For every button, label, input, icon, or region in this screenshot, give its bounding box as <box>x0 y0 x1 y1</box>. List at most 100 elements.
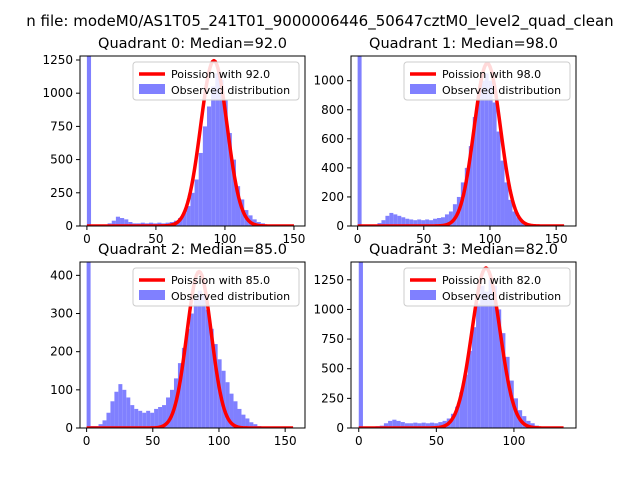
legend-box <box>132 61 300 101</box>
y-tick-label-1: 250 <box>50 186 73 200</box>
hist-bar-6 <box>383 423 389 428</box>
hist-bar-28 <box>197 290 202 428</box>
panel-title: Quadrant 3: Median=82.0 <box>369 242 558 258</box>
hist-bar-16 <box>421 220 426 226</box>
y-tick-label-3: 600 <box>321 132 344 146</box>
hist-bar-26 <box>189 313 194 428</box>
x-tick-label-1: 50 <box>145 434 160 448</box>
legend: Poission with 82.0 Observed distribution <box>403 267 571 307</box>
hist-bar-23 <box>448 211 453 226</box>
hist-bar-25 <box>463 374 468 428</box>
hist-bar-12 <box>405 218 410 226</box>
x-tick-label-3: 150 <box>283 232 306 246</box>
hist-bar-22 <box>444 214 449 226</box>
hist-bar-27 <box>193 298 198 428</box>
y-tick-label-1: 200 <box>321 190 344 204</box>
chart-panel-1: 0 50 100 150 0 200 400 600 800 1000 Quadrant 1: Me… <box>313 36 577 246</box>
hist-bar-40 <box>516 217 521 226</box>
legend-label-line: Poission with 85.0 <box>171 274 270 287</box>
legend-label-hist: Observed distribution <box>171 84 290 97</box>
hist-bar-33 <box>488 80 493 226</box>
hist-bar-13 <box>413 422 418 428</box>
x-tick-label-2: 100 <box>479 232 502 246</box>
hist-bar-8 <box>389 212 394 226</box>
y-tick-label-1: 250 <box>321 391 344 405</box>
hist-bar-12 <box>409 423 414 428</box>
hist-bar-32 <box>219 79 224 226</box>
hist-bar-24 <box>459 392 464 428</box>
hist-bar-21 <box>441 217 445 226</box>
panel-title: Quadrant 1: Median=98.0 <box>369 36 558 52</box>
hist-bar-14 <box>142 412 147 428</box>
hist-bar-30 <box>484 291 489 428</box>
hist-bar-7 <box>388 420 393 428</box>
chart-panel-2: 0 50 100 150 0 100 200 300 400 Quadrant 2: Median… <box>50 242 306 448</box>
hist-bar-18 <box>429 220 434 226</box>
hist-bar-15 <box>417 219 422 226</box>
hist-bar-0 <box>86 56 92 226</box>
hist-bar-9 <box>393 214 398 226</box>
hist-bar-27 <box>198 152 203 226</box>
hist-bar-34 <box>492 102 497 226</box>
hist-bar-26 <box>194 179 199 226</box>
figure-suptitle: n file: modeM0/AS1T05_241T01_9000006446_… <box>26 12 613 31</box>
hist-bar-18 <box>158 407 163 428</box>
legend-hist-swatch <box>410 290 436 300</box>
hist-bar-36 <box>229 393 234 428</box>
hist-bar-20 <box>437 218 441 226</box>
hist-bar-40 <box>526 420 531 428</box>
hist-bar-6 <box>381 220 386 226</box>
hist-bar-16 <box>425 423 430 428</box>
hist-bar-25 <box>185 328 190 428</box>
y-tick-label-0: 0 <box>65 219 73 233</box>
hist-bar-38 <box>508 199 513 226</box>
legend-label-line: Poission with 82.0 <box>442 274 541 287</box>
y-tick-label-3: 750 <box>321 332 344 346</box>
y-tick-label-0: 0 <box>65 421 73 435</box>
hist-bar-33 <box>497 309 502 428</box>
hist-bar-30 <box>476 95 481 226</box>
x-tick-label-0: 0 <box>354 232 362 246</box>
hist-bar-39 <box>241 414 246 428</box>
chart-panel-0: 0 50 100 150 0 250 500 750 1000 1250 Quadrant 0: M… <box>42 36 306 246</box>
legend-label-line: Poission with 98.0 <box>442 68 541 81</box>
hist-bar-20 <box>166 397 170 428</box>
hist-bar-32 <box>484 73 489 226</box>
hist-bar-13 <box>409 219 414 226</box>
hist-bar-0 <box>357 56 362 226</box>
hist-bar-11 <box>401 217 406 226</box>
x-tick-label-2: 100 <box>502 434 525 448</box>
hist-bar-11 <box>130 405 135 428</box>
axes-frame <box>79 55 306 227</box>
legend-hist-swatch <box>139 290 165 300</box>
hist-bar-7 <box>385 215 390 226</box>
hist-bar-10 <box>397 215 402 226</box>
hist-bar-37 <box>504 182 509 226</box>
hist-bar-14 <box>413 220 418 226</box>
y-tick-label-2: 500 <box>321 362 344 376</box>
y-tick-label-5: 1250 <box>313 273 344 287</box>
x-tick-label-3: 150 <box>274 434 297 448</box>
hist-bar-40 <box>245 418 250 428</box>
y-tick-label-2: 200 <box>50 345 73 359</box>
x-tick-label-0: 0 <box>355 434 363 448</box>
hist-bar-29 <box>472 117 477 226</box>
hist-bar-35 <box>231 159 236 226</box>
hist-bar-6 <box>111 220 116 226</box>
hist-bar-27 <box>471 327 477 428</box>
hist-bar-31 <box>215 73 220 226</box>
hist-bar-39 <box>512 211 517 226</box>
legend-box <box>132 267 300 307</box>
y-tick-label-4: 1000 <box>313 302 344 316</box>
legend-hist-swatch <box>139 84 165 94</box>
hist-bar-36 <box>500 160 505 226</box>
y-tick-label-4: 400 <box>50 268 73 282</box>
y-tick-label-0: 0 <box>336 421 344 435</box>
y-tick-label-4: 800 <box>321 103 344 117</box>
hist-bar-37 <box>233 401 238 428</box>
hist-bar-12 <box>134 408 139 428</box>
hist-bar-10 <box>128 222 133 226</box>
hist-bar-24 <box>181 347 186 428</box>
